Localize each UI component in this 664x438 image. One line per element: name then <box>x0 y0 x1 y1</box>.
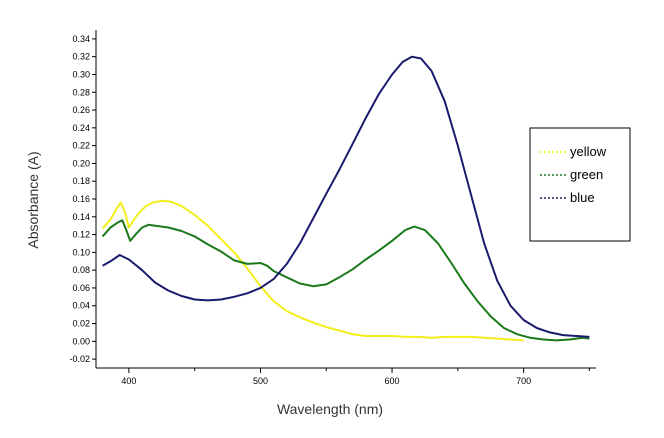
x-tick-label: 700 <box>516 376 531 386</box>
series-lines <box>101 55 590 342</box>
y-tick-label: 0.32 <box>72 52 90 62</box>
x-ticks: 400 500 600 700 <box>121 368 590 386</box>
y-tick-label: 0.26 <box>72 105 90 115</box>
series-line-yellow <box>101 199 524 342</box>
x-axis-title: Wavelength (nm) <box>277 401 383 417</box>
y-tick-label: 0.16 <box>72 194 90 204</box>
legend-label-blue: blue <box>570 190 595 205</box>
y-tick-label: 0.02 <box>72 319 90 329</box>
x-tick-label: 500 <box>253 376 268 386</box>
y-axis-title: Absorbance (A) <box>25 151 41 248</box>
x-tick-label: 600 <box>385 376 400 386</box>
y-tick-label: 0.14 <box>72 212 90 222</box>
y-tick-label: 0.22 <box>72 141 90 151</box>
series-line-blue <box>102 55 590 338</box>
legend-items: yellow green blue <box>540 144 607 205</box>
y-tick-label: 0.30 <box>72 69 90 79</box>
legend-label-green: green <box>570 167 603 182</box>
y-tick-label: 0.18 <box>72 176 90 186</box>
y-tick-label: 0.20 <box>72 158 90 168</box>
y-ticks: -0.02 0.00 0.02 0.04 0.06 0.08 0.10 0.12 0.14 0.1… <box>69 34 96 364</box>
legend-label-yellow: yellow <box>570 144 607 159</box>
y-tick-label: 0.00 <box>72 336 90 346</box>
y-tick-label: 0.28 <box>72 87 90 97</box>
legend: yellow green blue <box>529 127 631 242</box>
series-line-green <box>101 219 590 342</box>
y-tick-label: 0.24 <box>72 123 90 133</box>
legend-box <box>529 127 631 242</box>
y-tick-label: 0.34 <box>72 34 90 44</box>
y-tick-label: 0.12 <box>72 230 90 240</box>
plot-area: -0.02 0.00 0.02 0.04 0.06 0.08 0.10 0.12 0.14 0.1… <box>69 30 596 386</box>
y-tick-label: 0.10 <box>72 247 90 257</box>
y-tick-label: -0.02 <box>69 354 90 364</box>
y-tick-label: 0.04 <box>72 301 90 311</box>
y-tick-label: 0.06 <box>72 283 90 293</box>
x-tick-label: 400 <box>121 376 136 386</box>
y-tick-label: 0.08 <box>72 265 90 275</box>
